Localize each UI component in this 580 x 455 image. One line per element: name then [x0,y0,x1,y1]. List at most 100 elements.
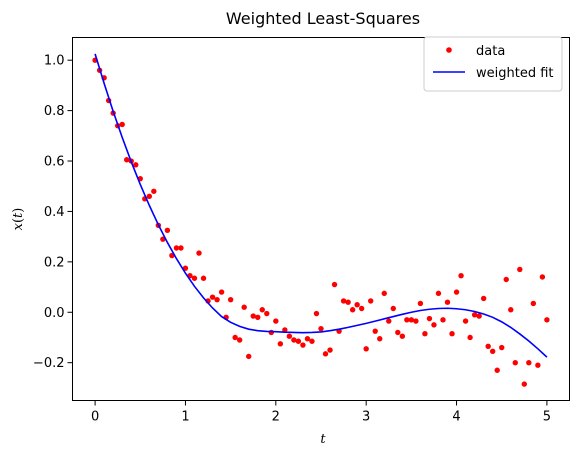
data-point [453,289,460,295]
data-point [462,318,469,324]
data-point [250,313,256,319]
y-tick-label: 1.0 [44,54,65,69]
data-point [544,317,550,323]
data-point [264,310,270,317]
y-tick-label: −0.2 [33,356,65,371]
data-point [354,302,360,308]
data-point [422,331,428,337]
data-point [435,290,442,297]
data-point [273,318,279,324]
data-point [313,310,320,317]
y-axis-label-var: x [11,222,26,230]
data-point [458,273,464,279]
data-point [395,329,401,336]
data-point [368,298,374,304]
data-point [521,381,528,387]
data-point [322,351,329,357]
data-point [408,317,415,323]
data-point [214,296,220,303]
data-point [413,318,419,324]
data-point [480,295,487,302]
legend-data-marker [446,47,452,53]
data-point [476,313,482,319]
y-axis-label-arg: t [11,212,26,218]
data-point [467,334,473,341]
data-point [318,325,324,332]
data-point [349,307,356,313]
data-point [282,327,288,333]
data-point [340,298,347,304]
data-point [377,336,383,342]
data-point [309,338,315,344]
x-tick-label: 5 [543,410,551,425]
data-point [449,331,455,337]
data-point [386,318,392,324]
data-point [133,162,139,168]
x-axis-label: t [320,432,326,447]
data-point [191,275,198,281]
plot-area [92,53,550,387]
data-point [146,193,153,200]
chart-title: Weighted Least-Squares [226,9,420,28]
data-point [417,300,424,307]
plot-frame [72,37,570,401]
legend-box [423,36,563,92]
y-tick-label: 0.8 [44,104,65,119]
data-point [471,312,478,318]
x-tick-label: 3 [362,410,370,425]
data-point [218,289,225,295]
data-point [200,275,207,281]
y-axis-label: x(t) [11,208,26,231]
data-point [426,315,433,322]
data-point [535,362,541,368]
data-point [259,307,265,313]
data-point [499,344,505,351]
data-point [440,317,446,323]
data-point [539,274,546,280]
data-point [399,333,406,339]
x-axis: 0 1 2 3 4 5 [91,400,551,425]
data-point [331,281,338,288]
y-tick-label: 0.0 [44,306,65,321]
weighted-fit-line [94,53,548,358]
data-point [178,245,184,251]
legend: data weighted fit [423,36,563,92]
data-point [526,359,532,366]
data-point [291,337,297,343]
data-point [151,188,157,194]
data-point [209,294,216,300]
data-point [119,121,125,128]
data-point [304,336,311,342]
x-tick-label: 0 [91,410,99,425]
data-point [227,296,234,303]
data-point [164,227,171,234]
data-point [236,337,243,343]
data-point [512,359,518,366]
x-tick-label: 4 [452,410,460,425]
x-tick-label: 2 [272,410,280,425]
legend-data-label: data [476,44,505,59]
data-point [241,304,247,310]
data-point [404,317,410,323]
y-tick-label: 0.2 [44,255,65,270]
data-point [277,341,284,347]
data-point [255,314,261,321]
legend-fit-label: weighted fit [476,66,554,81]
data-point [196,250,202,256]
data-point [503,276,509,283]
data-point [444,299,451,305]
data-point [390,305,396,312]
data-point [517,266,523,273]
data-point [173,245,180,251]
x-tick-label: 1 [181,410,189,425]
data-point [300,342,306,348]
data-point [508,307,514,313]
data-point [295,338,302,344]
data-point [286,333,293,339]
data-point [358,305,365,312]
data-point [327,347,333,353]
data-point [372,328,378,334]
y-tick-label: 0.4 [44,205,65,220]
data-point [232,334,238,341]
